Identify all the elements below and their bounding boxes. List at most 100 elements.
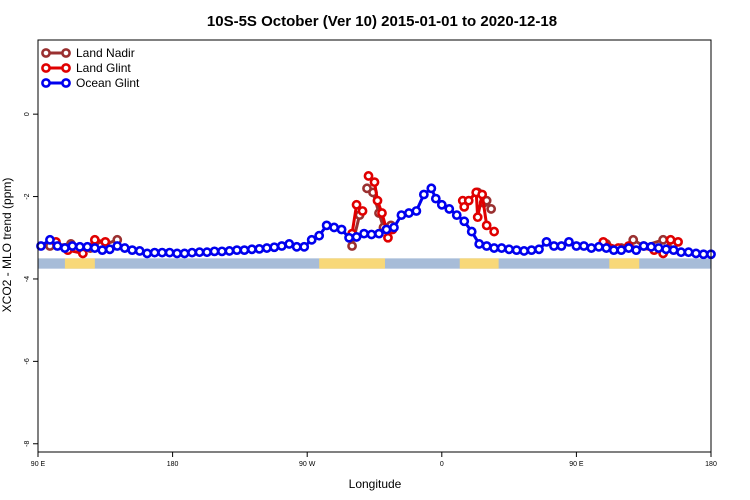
data-point [314, 230, 325, 241]
data-point [306, 234, 317, 245]
data-point [347, 241, 357, 251]
x-tick-label: 90 W [299, 461, 316, 468]
land-band [609, 258, 640, 269]
data-point [698, 249, 709, 260]
data-point [489, 226, 500, 237]
data-point [511, 245, 522, 256]
data-point [142, 248, 153, 259]
data-point [299, 241, 310, 252]
data-point [430, 193, 441, 204]
data-point [541, 236, 552, 247]
data-point [366, 229, 377, 240]
data-point [351, 199, 362, 210]
data-point [232, 245, 242, 256]
data-point [403, 208, 414, 218]
data-point [549, 241, 559, 251]
data-point [45, 234, 55, 245]
data-point [459, 216, 470, 227]
y-axis-label: XCO2 - MLO trend (ppm) [0, 178, 14, 313]
data-point [239, 245, 250, 256]
data-point [526, 245, 537, 256]
data-point [284, 239, 295, 249]
x-axis: 90 E 180 90 W 0 90 E 180 [31, 452, 717, 468]
data-point [36, 241, 46, 251]
data-point [444, 204, 455, 214]
data-point [321, 220, 332, 231]
data-point [254, 243, 265, 254]
data-point [217, 246, 227, 257]
x-axis-label: Longitude [349, 477, 402, 491]
data-point [578, 241, 589, 251]
data-point [418, 189, 429, 200]
legend-marker [61, 78, 71, 88]
data-point [377, 208, 387, 218]
data-point [608, 245, 619, 256]
data-point [157, 247, 168, 258]
data-point [486, 204, 497, 214]
y-tick-label: 0 [24, 112, 31, 116]
y-tick-label: -6 [24, 358, 31, 364]
data-point [459, 201, 470, 212]
data-point [60, 243, 70, 253]
data-point [127, 245, 138, 256]
legend-label: Land Glint [76, 61, 131, 75]
data-point [269, 242, 280, 253]
chart-title: 10S-5S October (Ver 10) 2015-01-01 to 20… [207, 13, 557, 30]
land-band [459, 258, 499, 269]
data-point [646, 241, 657, 252]
data-point [668, 245, 679, 256]
data-point [676, 247, 686, 258]
x-tick-label: 90 E [31, 461, 46, 468]
data-point [628, 234, 639, 245]
y-tick-label: -2 [24, 193, 31, 199]
legend-item: Ocean Glint [41, 76, 140, 90]
data-point [179, 248, 190, 259]
data-point [673, 236, 683, 247]
data-point [104, 244, 115, 255]
data-point [436, 199, 447, 210]
data-point [112, 241, 123, 251]
data-point [474, 239, 485, 249]
data-point [187, 247, 197, 258]
data-point [616, 245, 627, 256]
data-point [665, 234, 676, 245]
x-tick-label: 180 [167, 461, 179, 468]
data-point [202, 247, 212, 258]
data-point [363, 171, 374, 181]
land-band [64, 258, 95, 269]
data-point [164, 247, 175, 258]
data-point [134, 246, 145, 256]
x-tick-label: 180 [705, 461, 717, 468]
data-point [246, 244, 257, 255]
data-point [374, 228, 384, 239]
data-point [601, 243, 612, 253]
data-point [481, 241, 492, 251]
y-axis: 0 -2 -4 -6 -8 [24, 112, 38, 447]
data-point [463, 195, 474, 206]
land-ocean-strip [38, 258, 711, 269]
data-point [411, 206, 422, 216]
data-point [564, 236, 574, 247]
data-point [556, 241, 567, 251]
legend-label: Ocean Glint [76, 76, 140, 90]
data-point [472, 212, 483, 223]
legend-item: Land Nadir [41, 46, 135, 60]
data-point [276, 241, 287, 251]
data-point [658, 234, 669, 245]
data-point [172, 248, 182, 259]
legend-marker [41, 63, 51, 73]
data-point [336, 224, 347, 235]
data-point [571, 241, 582, 251]
data-point [519, 246, 529, 256]
data-point [357, 206, 368, 216]
legend-marker [41, 48, 51, 58]
data-point [631, 245, 642, 256]
data-point [194, 247, 205, 258]
data-point [426, 183, 437, 194]
series-layer [36, 171, 716, 260]
data-point [661, 244, 672, 255]
legend-marker [61, 48, 71, 58]
data-point [291, 241, 302, 252]
data-point [74, 241, 85, 252]
